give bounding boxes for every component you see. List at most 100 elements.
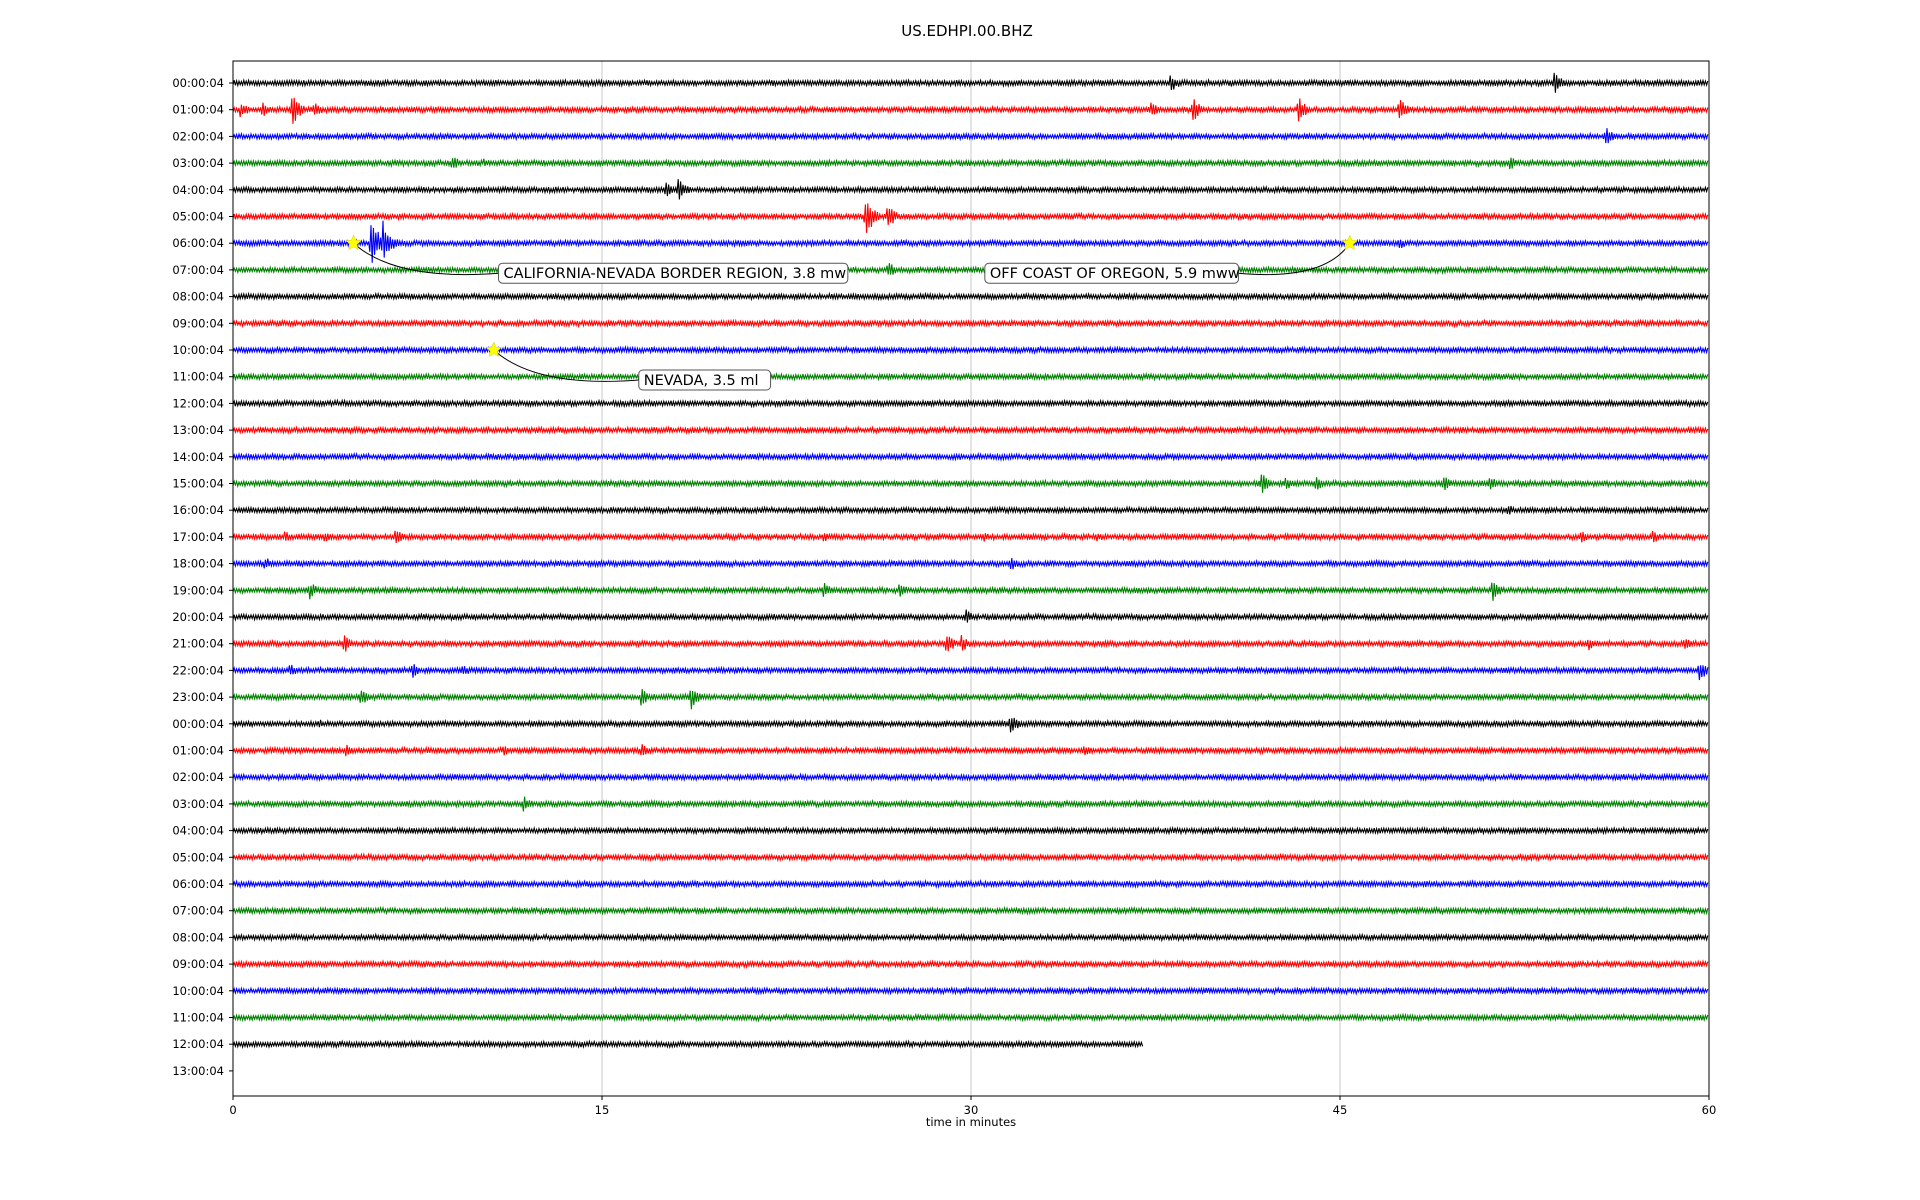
y-tick-label: 12:00:04 [172,1037,224,1051]
trace-row-16 [232,505,1709,516]
y-tick-label: 02:00:04 [172,770,224,784]
trace-row-34 [232,985,1709,996]
y-tick-label: 09:00:04 [172,957,224,971]
trace-row-7 [232,263,1709,275]
y-tick-label: 22:00:04 [172,663,224,677]
trace-row-29 [232,852,1709,863]
trace-row-28 [232,825,1709,836]
y-tick-label: 23:00:04 [172,690,224,704]
trace-row-17 [232,530,1709,544]
x-tick-label: 0 [229,1103,236,1117]
y-tick-label: 05:00:04 [172,850,224,864]
trace-row-0 [232,72,1709,93]
trace-row-20 [232,609,1709,623]
trace-row-18 [232,557,1709,570]
trace-row-12 [232,398,1709,409]
trace-row-36 [232,1039,1144,1050]
y-tick-label: 05:00:04 [172,210,224,224]
x-tick-label: 30 [964,1103,979,1117]
y-tick-label: 16:00:04 [172,503,224,517]
event-star-marker [1341,234,1359,251]
annotation-box [498,262,849,284]
y-tick-label: 03:00:04 [172,156,224,170]
y-tick-label: 21:00:04 [172,637,224,651]
annotation-label: OFF COAST OF OREGON, 5.9 mww [990,266,1240,282]
trace-row-4 [232,179,1709,200]
y-tick-label: 00:00:04 [172,717,224,731]
trace-row-32 [232,932,1709,943]
x-tick-label: 45 [1333,1103,1348,1117]
y-tick-label: 06:00:04 [172,236,224,250]
y-tick-label: 12:00:04 [172,396,224,410]
event-annotations: CALIFORNIA-NEVADA BORDER REGION, 3.8 mw O… [345,234,1359,391]
trace-lines [232,72,1709,1050]
trace-row-9 [232,318,1709,329]
y-tick-label: 01:00:04 [172,744,224,758]
trace-row-33 [232,959,1709,970]
x-axis-label: time in minutes [926,1115,1016,1129]
y-tick-label: 07:00:04 [172,904,224,918]
x-tick-label: 15 [595,1103,610,1117]
x-tick-labels: 0 15 30 45 60 [229,1096,1716,1117]
y-tick-label: 13:00:04 [172,1064,224,1078]
trace-row-2 [232,128,1709,144]
y-tick-label: 14:00:04 [172,450,224,464]
trace-row-24 [232,717,1709,733]
trace-row-11 [232,371,1709,382]
y-tick-label: 10:00:04 [172,343,224,357]
y-tick-label: 01:00:04 [172,103,224,117]
trace-row-8 [232,291,1709,302]
trace-row-6 [232,220,1709,263]
annotation-connector [1238,242,1351,276]
annotation-connector [353,242,499,276]
trace-row-14 [232,451,1709,462]
trace-row-26 [232,772,1709,783]
trace-row-10 [232,344,1709,356]
y-tick-label: 03:00:04 [172,797,224,811]
y-tick-label: 09:00:04 [172,316,224,330]
y-tick-label: 08:00:04 [172,930,224,944]
annotation-label: CALIFORNIA-NEVADA BORDER REGION, 3.8 mw [504,266,847,282]
trace-row-22 [232,664,1709,681]
chart-title: US.EDHPI.00.BHZ [901,22,1033,40]
trace-row-5 [232,203,1709,233]
y-tick-label: 13:00:04 [172,423,224,437]
trace-row-13 [232,425,1709,436]
y-tick-label: 18:00:04 [172,557,224,571]
y-tick-label: 17:00:04 [172,530,224,544]
trace-row-35 [232,1012,1709,1023]
trace-row-30 [232,878,1709,890]
trace-row-27 [232,796,1709,812]
annotation-box [638,369,772,391]
y-tick-label: 15:00:04 [172,477,224,491]
trace-row-21 [232,634,1709,652]
trace-row-19 [232,582,1709,601]
y-tick-label: 08:00:04 [172,290,224,304]
trace-row-31 [232,905,1709,916]
y-tick-label: 06:00:04 [172,877,224,891]
y-tick-label: 04:00:04 [172,824,224,838]
y-tick-label: 02:00:04 [172,129,224,143]
trace-row-25 [232,744,1709,757]
y-tick-label: 07:00:04 [172,263,224,277]
y-tick-label: 04:00:04 [172,183,224,197]
y-tick-label: 11:00:04 [172,370,224,384]
y-tick-label: 20:00:04 [172,610,224,624]
y-tick-labels: 00:00:04 01:00:04 02:00:04 03:00:04 04:00:04… [172,76,233,1078]
annotation-box [984,262,1239,284]
vertical-grid [601,61,1341,1096]
y-tick-label: 00:00:04 [172,76,224,90]
event-star-marker [345,234,362,251]
annotation-connector [493,349,639,382]
trace-row-1 [232,97,1709,124]
trace-row-15 [232,474,1709,493]
y-tick-label: 10:00:04 [172,984,224,998]
event-star-marker [485,341,503,358]
annotation-label: NEVADA, 3.5 ml [644,373,759,389]
y-tick-label: 11:00:04 [172,1011,224,1025]
x-tick-label: 60 [1702,1103,1717,1117]
y-tick-label: 19:00:04 [172,583,224,597]
trace-row-23 [232,688,1709,710]
trace-row-3 [232,157,1709,170]
